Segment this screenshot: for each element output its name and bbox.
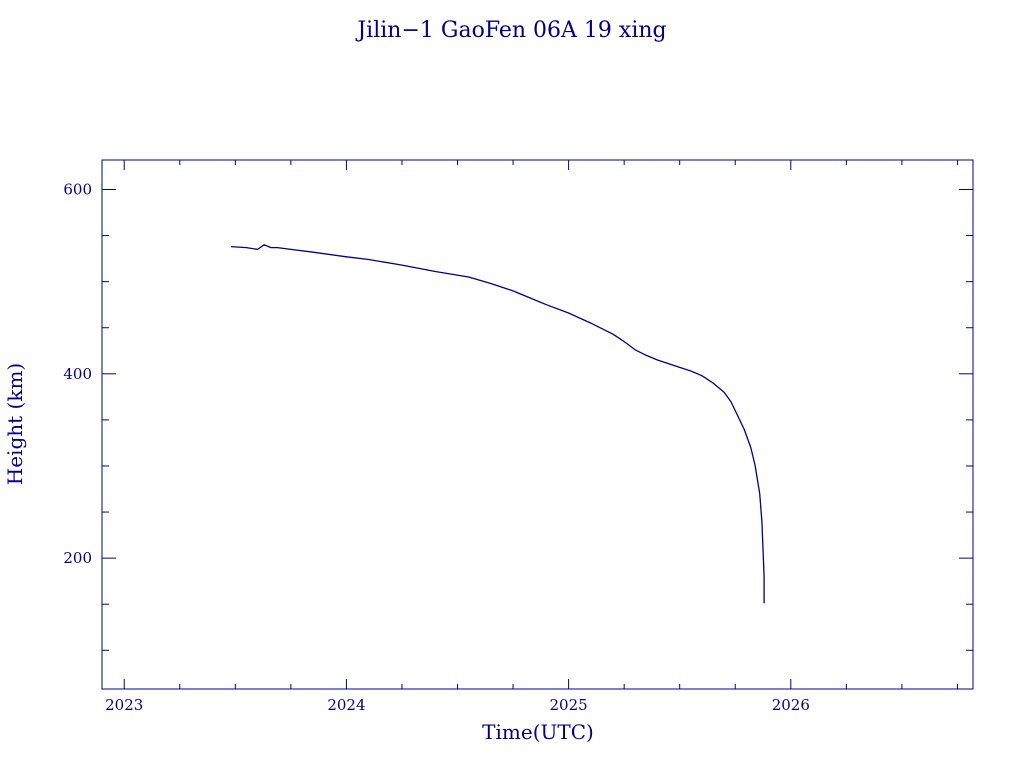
- height-series-line: [230, 244, 765, 604]
- y-tick-label: 200: [63, 549, 92, 567]
- x-axis-label: Time(UTC): [482, 720, 594, 744]
- x-tick-label: 2024: [327, 696, 365, 714]
- plot-frame: [101, 159, 974, 690]
- y-axis-label: Height (km): [3, 363, 27, 485]
- x-tick-label: 2023: [105, 696, 143, 714]
- chart-title: Jilin−1 GaoFen 06A 19 xing: [355, 18, 666, 43]
- y-tick-label: 600: [63, 180, 92, 198]
- x-tick-label: 2025: [550, 696, 588, 714]
- y-tick-label: 400: [63, 365, 92, 383]
- x-tick-label: 2026: [772, 696, 810, 714]
